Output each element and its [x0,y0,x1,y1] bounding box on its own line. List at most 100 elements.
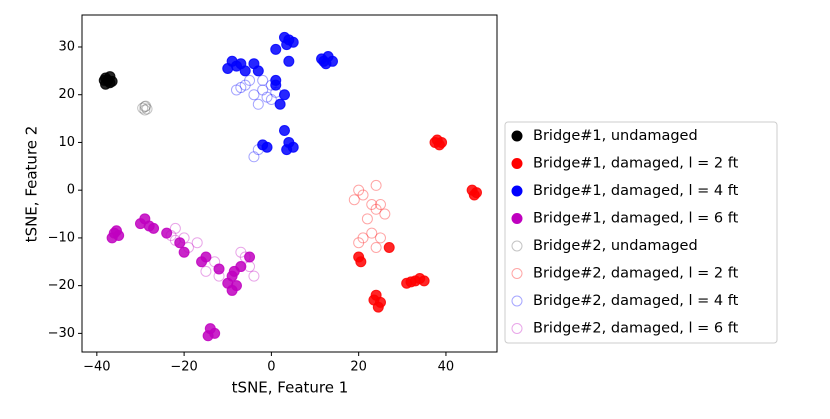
y-tick-label: −10 [48,230,75,245]
point [98,74,110,86]
point [140,100,152,112]
plot-frame [81,14,498,353]
legend-label: Bridge#1, damaged, l = 6 ft [533,211,739,227]
point [370,179,382,191]
point [248,151,260,163]
point [196,256,208,268]
point [383,241,395,253]
point [226,284,238,296]
point [169,222,181,234]
legend-label: Bridge#2, damaged, l = 6 ft [533,321,739,337]
point [261,141,273,153]
point [182,241,194,253]
point [368,294,380,306]
point [355,256,367,268]
point [316,53,328,65]
point [281,144,293,156]
point [265,79,277,91]
point [379,208,391,220]
point [348,194,360,206]
point [252,98,264,110]
x-axis-label: tSNE, Feature 1 [232,379,349,397]
point [213,263,225,275]
y-tick-label: 0 [67,183,75,198]
legend-label: Bridge#2, damaged, l = 2 ft [533,266,739,282]
point [209,256,221,268]
point [353,184,365,196]
point [366,227,378,239]
point [257,84,269,96]
point [252,144,264,156]
legend-marker [511,268,523,279]
point [235,246,247,258]
y-tick-label: −30 [48,326,75,341]
point [165,230,177,242]
point [257,74,269,86]
point [248,89,260,101]
point [244,261,256,273]
legend-marker [511,185,523,197]
point [137,102,149,114]
y-tick-label: 30 [58,39,75,54]
series [98,71,118,90]
point [261,91,273,103]
point [357,232,369,244]
point [178,246,190,258]
legend-label: Bridge#2, damaged, l = 4 ft [533,293,739,309]
point [468,189,480,201]
series [353,134,482,313]
series [137,100,153,116]
point [141,103,153,115]
x-tick-label: 40 [438,360,455,375]
point [374,199,386,211]
point [139,104,151,116]
legend-marker [511,130,523,142]
point [278,89,290,101]
point [283,55,295,67]
series [348,179,391,253]
y-tick-label: 20 [58,87,75,102]
legend-label: Bridge#1, undamaged [533,128,698,144]
legend-marker [511,213,523,224]
x-tick-label: 0 [267,360,275,375]
legend-marker [511,240,523,252]
point [244,251,256,263]
point [148,222,160,234]
point [248,270,260,282]
point [169,234,181,246]
point [374,232,386,244]
point [191,237,203,249]
point [200,265,212,277]
point [230,84,242,96]
point [370,203,382,215]
point [353,237,365,249]
point [270,43,282,55]
point [366,199,378,211]
point [418,275,430,287]
legend-frame [504,121,778,344]
x-tick-label: −20 [170,360,197,375]
y-tick-label: −20 [48,278,75,293]
point [248,58,260,70]
point [110,225,122,237]
point [244,74,256,86]
x-tick-label: −40 [83,360,110,375]
y-axis-label: tSNE, Feature 2 [23,126,41,243]
point [174,237,186,249]
legend-label: Bridge#1, damaged, l = 4 ft [533,183,739,199]
point [161,227,173,239]
y-tick-label: 10 [58,135,75,150]
point [239,251,251,263]
series [106,213,256,342]
point [357,189,369,201]
point [270,86,282,98]
point [213,270,225,282]
legend-label: Bridge#2, undamaged [533,238,698,254]
series [222,31,338,156]
legend-marker [511,323,523,334]
point [401,277,413,289]
legend-label: Bridge#1, damaged, l = 2 ft [533,156,739,172]
point [278,125,290,137]
point [429,136,441,148]
point [239,65,251,77]
